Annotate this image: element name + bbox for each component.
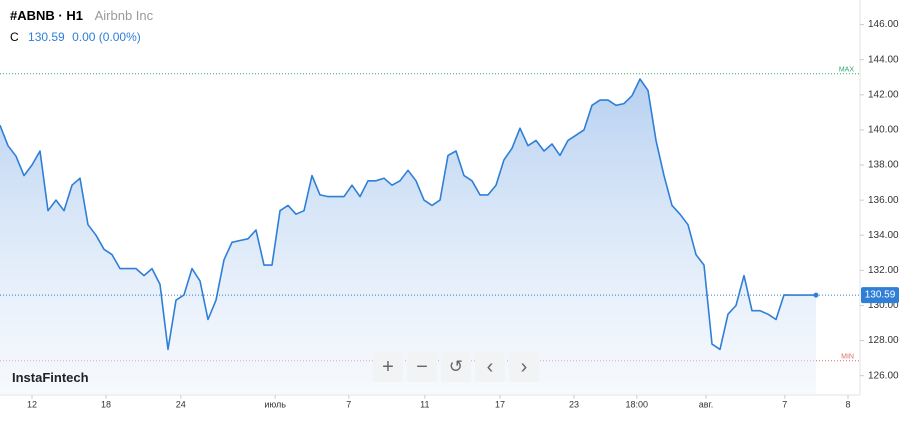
y-tick-label: 130.00: [868, 300, 899, 311]
y-tick-label: 138.00: [868, 160, 899, 171]
x-tick-label: 11: [420, 399, 429, 409]
watermark: InstaFintech: [12, 370, 89, 385]
y-tick-label: 142.00: [868, 89, 899, 100]
x-tick-label: 12: [27, 399, 37, 409]
y-tick-label: 132.00: [868, 265, 899, 276]
y-tick-label: 128.00: [868, 335, 899, 346]
scroll-left-button[interactable]: ‹: [475, 352, 505, 382]
instrument-name: Airbnb Inc: [94, 8, 154, 23]
x-tick-label: июль: [264, 399, 286, 409]
area-fill: [0, 79, 816, 395]
x-tick-label: 18: [101, 399, 111, 409]
y-tick-label: 144.00: [868, 54, 899, 65]
symbol: #ABNB · H1: [10, 8, 83, 23]
y-tick-label: 136.00: [868, 195, 899, 206]
close-label: C: [10, 30, 19, 44]
x-tick-label: 24: [176, 399, 186, 409]
x-tick-label: 18:00: [626, 399, 649, 409]
price-line: [0, 78, 816, 351]
last-price-label: 130.59: [865, 290, 896, 301]
x-tick-label: 17: [495, 399, 505, 409]
max-line-label: MAX: [839, 67, 855, 74]
x-tick-label: авг.: [699, 399, 713, 409]
close-value: 130.59: [28, 30, 65, 44]
x-tick-label: 7: [346, 399, 351, 409]
y-tick-label: 146.00: [868, 19, 899, 30]
quote-line: C 130.59 0.00 (0.00%): [10, 30, 141, 44]
reset-button[interactable]: ↺: [441, 352, 471, 382]
last-price-tag: [861, 287, 899, 304]
change-value: 0.00 (0.00%): [72, 30, 141, 44]
y-tick-label: 134.00: [868, 230, 899, 241]
y-tick-label: 126.00: [868, 370, 899, 381]
x-tick-label: 23: [569, 399, 579, 409]
zoom-out-button[interactable]: −: [407, 352, 437, 382]
x-tick-label: 7: [782, 399, 787, 409]
scroll-right-button[interactable]: ›: [509, 352, 539, 382]
y-tick-label: 140.00: [868, 125, 899, 136]
header-line: #ABNB · H1 Airbnb Inc: [10, 8, 153, 23]
x-tick-label: 8: [845, 399, 850, 409]
min-line-label: MIN: [841, 354, 854, 361]
zoom-in-button[interactable]: +: [373, 352, 403, 382]
